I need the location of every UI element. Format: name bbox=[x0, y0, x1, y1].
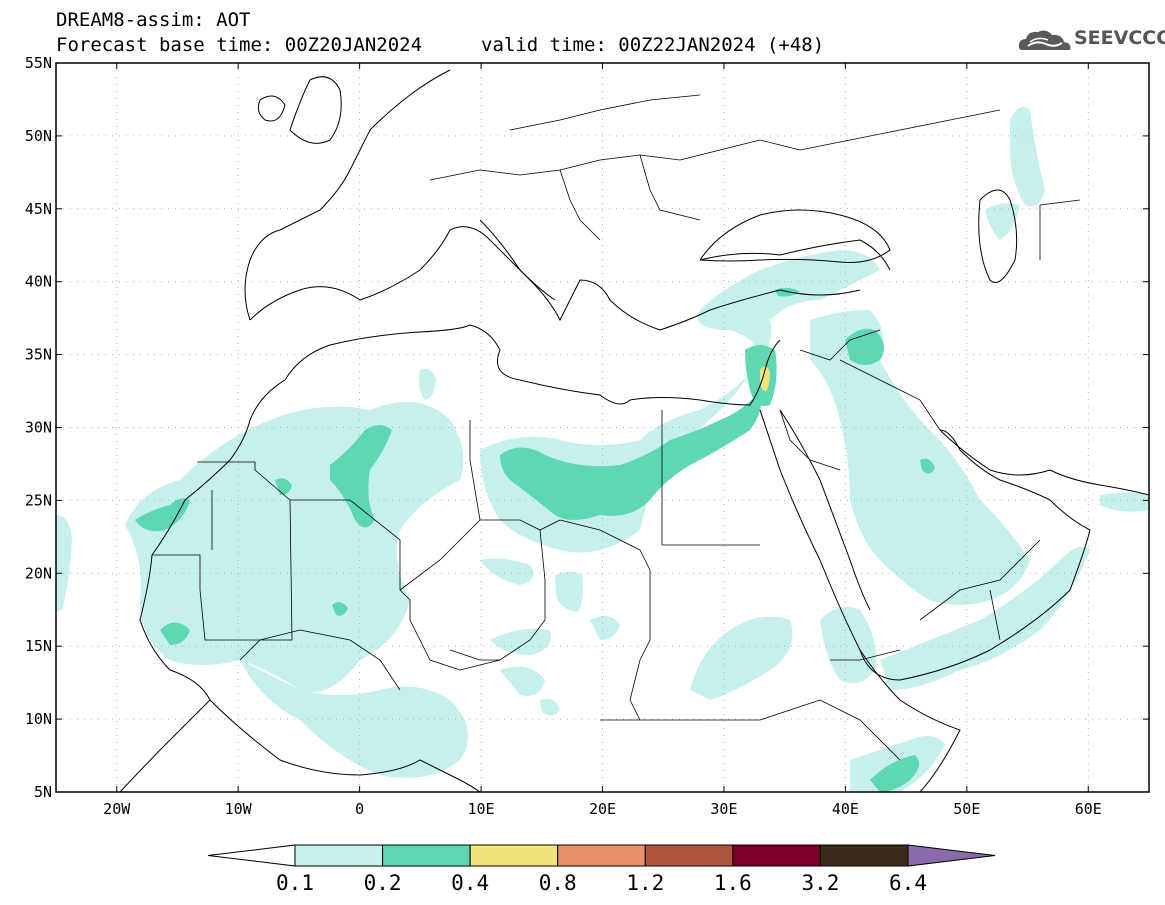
aot-maximum bbox=[760, 366, 770, 392]
lat-label: 55N bbox=[25, 54, 52, 72]
map-title: DREAM8-assim: AOT bbox=[56, 9, 251, 31]
lon-label: 30E bbox=[710, 800, 737, 818]
lat-label: 20N bbox=[25, 564, 52, 582]
colorbar-label: 1.6 bbox=[714, 871, 752, 895]
lon-label: 50E bbox=[953, 800, 980, 818]
lon-label: 10W bbox=[225, 800, 253, 818]
cloud-icon bbox=[1018, 30, 1071, 50]
lat-label: 50N bbox=[25, 127, 52, 145]
lat-label: 45N bbox=[25, 200, 52, 218]
colorbar-box bbox=[644, 844, 734, 867]
colorbar-label: 3.2 bbox=[801, 871, 839, 895]
colorbar-box bbox=[557, 844, 646, 867]
country-borders bbox=[152, 94, 1081, 761]
colorbar-box bbox=[732, 844, 821, 867]
colorbar-under bbox=[207, 844, 296, 867]
lat-label: 15N bbox=[25, 637, 52, 655]
logo-text: SEEVCCC bbox=[1074, 27, 1165, 49]
lat-label: 25N bbox=[25, 491, 52, 509]
latitude-labels: 55N 50N 45N 40N 35N 30N 25N 20N 15N 10N 5N bbox=[25, 54, 52, 801]
lon-label: 20E bbox=[589, 800, 616, 818]
lat-label: 35N bbox=[25, 346, 52, 364]
colorbar-label: 0.8 bbox=[539, 871, 577, 895]
lon-label: 0 bbox=[355, 800, 364, 818]
lat-label: 40N bbox=[25, 273, 52, 291]
colorbar-box bbox=[382, 844, 471, 867]
lat-label: 30N bbox=[25, 419, 52, 437]
lat-label: 5N bbox=[34, 783, 52, 801]
colorbar-label: 1.2 bbox=[626, 871, 664, 895]
colorbar-label: 0.1 bbox=[276, 871, 314, 895]
lon-label: 10E bbox=[468, 800, 495, 818]
colorbar-over bbox=[907, 844, 996, 867]
aot-field bbox=[56, 106, 1149, 792]
lon-label: 40E bbox=[832, 800, 859, 818]
colorbar-box bbox=[469, 844, 559, 867]
axis-ticks bbox=[56, 62, 1149, 793]
colorbar-label: 6.4 bbox=[889, 871, 927, 895]
forecast-base-time: Forecast base time: 00Z20JAN2024 bbox=[56, 34, 423, 56]
colorbar-labels: 0.1 0.2 0.4 0.8 1.2 1.6 3.2 6.4 bbox=[276, 871, 927, 895]
colorbar-box bbox=[294, 844, 384, 867]
colorbar-label: 0.2 bbox=[364, 871, 402, 895]
lon-label: 60E bbox=[1075, 800, 1102, 818]
lat-label: 10N bbox=[25, 710, 52, 728]
longitude-labels: 20W 10W 0 10E 20E 30E 40E 50E 60E bbox=[103, 800, 1102, 818]
colorbar-label: 0.4 bbox=[451, 871, 489, 895]
gridlines bbox=[56, 63, 1149, 792]
valid-time: valid time: 00Z22JAN2024 (+48) bbox=[481, 34, 825, 56]
colorbar bbox=[207, 844, 996, 867]
lon-label: 20W bbox=[103, 800, 131, 818]
coastlines bbox=[56, 69, 1149, 792]
colorbar-box bbox=[819, 844, 909, 867]
